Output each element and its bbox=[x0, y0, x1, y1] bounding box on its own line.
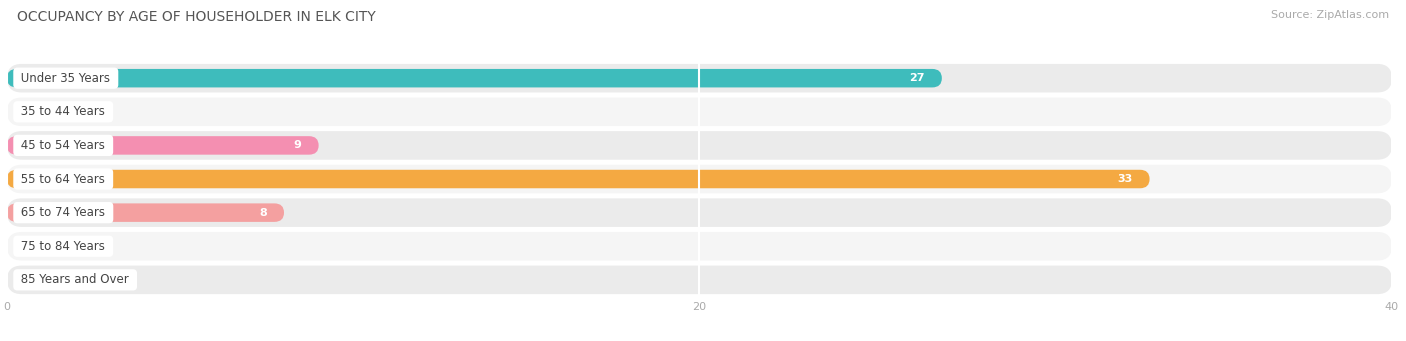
FancyBboxPatch shape bbox=[7, 198, 1392, 227]
Text: 75 to 84 Years: 75 to 84 Years bbox=[17, 240, 110, 253]
FancyBboxPatch shape bbox=[7, 69, 942, 87]
Text: Source: ZipAtlas.com: Source: ZipAtlas.com bbox=[1271, 10, 1389, 20]
Text: 85 Years and Over: 85 Years and Over bbox=[17, 273, 134, 286]
Text: 0: 0 bbox=[35, 275, 42, 285]
FancyBboxPatch shape bbox=[7, 131, 1392, 160]
FancyBboxPatch shape bbox=[7, 136, 319, 155]
FancyBboxPatch shape bbox=[7, 266, 1392, 294]
Text: 55 to 64 Years: 55 to 64 Years bbox=[17, 173, 110, 186]
Text: 65 to 74 Years: 65 to 74 Years bbox=[17, 206, 110, 219]
Text: 27: 27 bbox=[910, 73, 925, 83]
Text: 9: 9 bbox=[294, 140, 301, 150]
Text: Under 35 Years: Under 35 Years bbox=[17, 72, 114, 85]
FancyBboxPatch shape bbox=[7, 165, 1392, 193]
Text: 8: 8 bbox=[259, 208, 267, 218]
FancyBboxPatch shape bbox=[7, 203, 284, 222]
FancyBboxPatch shape bbox=[7, 170, 1150, 188]
FancyBboxPatch shape bbox=[7, 98, 1392, 126]
FancyBboxPatch shape bbox=[7, 64, 1392, 92]
Text: 35 to 44 Years: 35 to 44 Years bbox=[17, 105, 110, 118]
Text: 0: 0 bbox=[35, 107, 42, 117]
Text: 45 to 54 Years: 45 to 54 Years bbox=[17, 139, 110, 152]
FancyBboxPatch shape bbox=[7, 232, 1392, 261]
Text: 0: 0 bbox=[35, 241, 42, 251]
Text: OCCUPANCY BY AGE OF HOUSEHOLDER IN ELK CITY: OCCUPANCY BY AGE OF HOUSEHOLDER IN ELK C… bbox=[17, 10, 375, 24]
Text: 33: 33 bbox=[1116, 174, 1132, 184]
